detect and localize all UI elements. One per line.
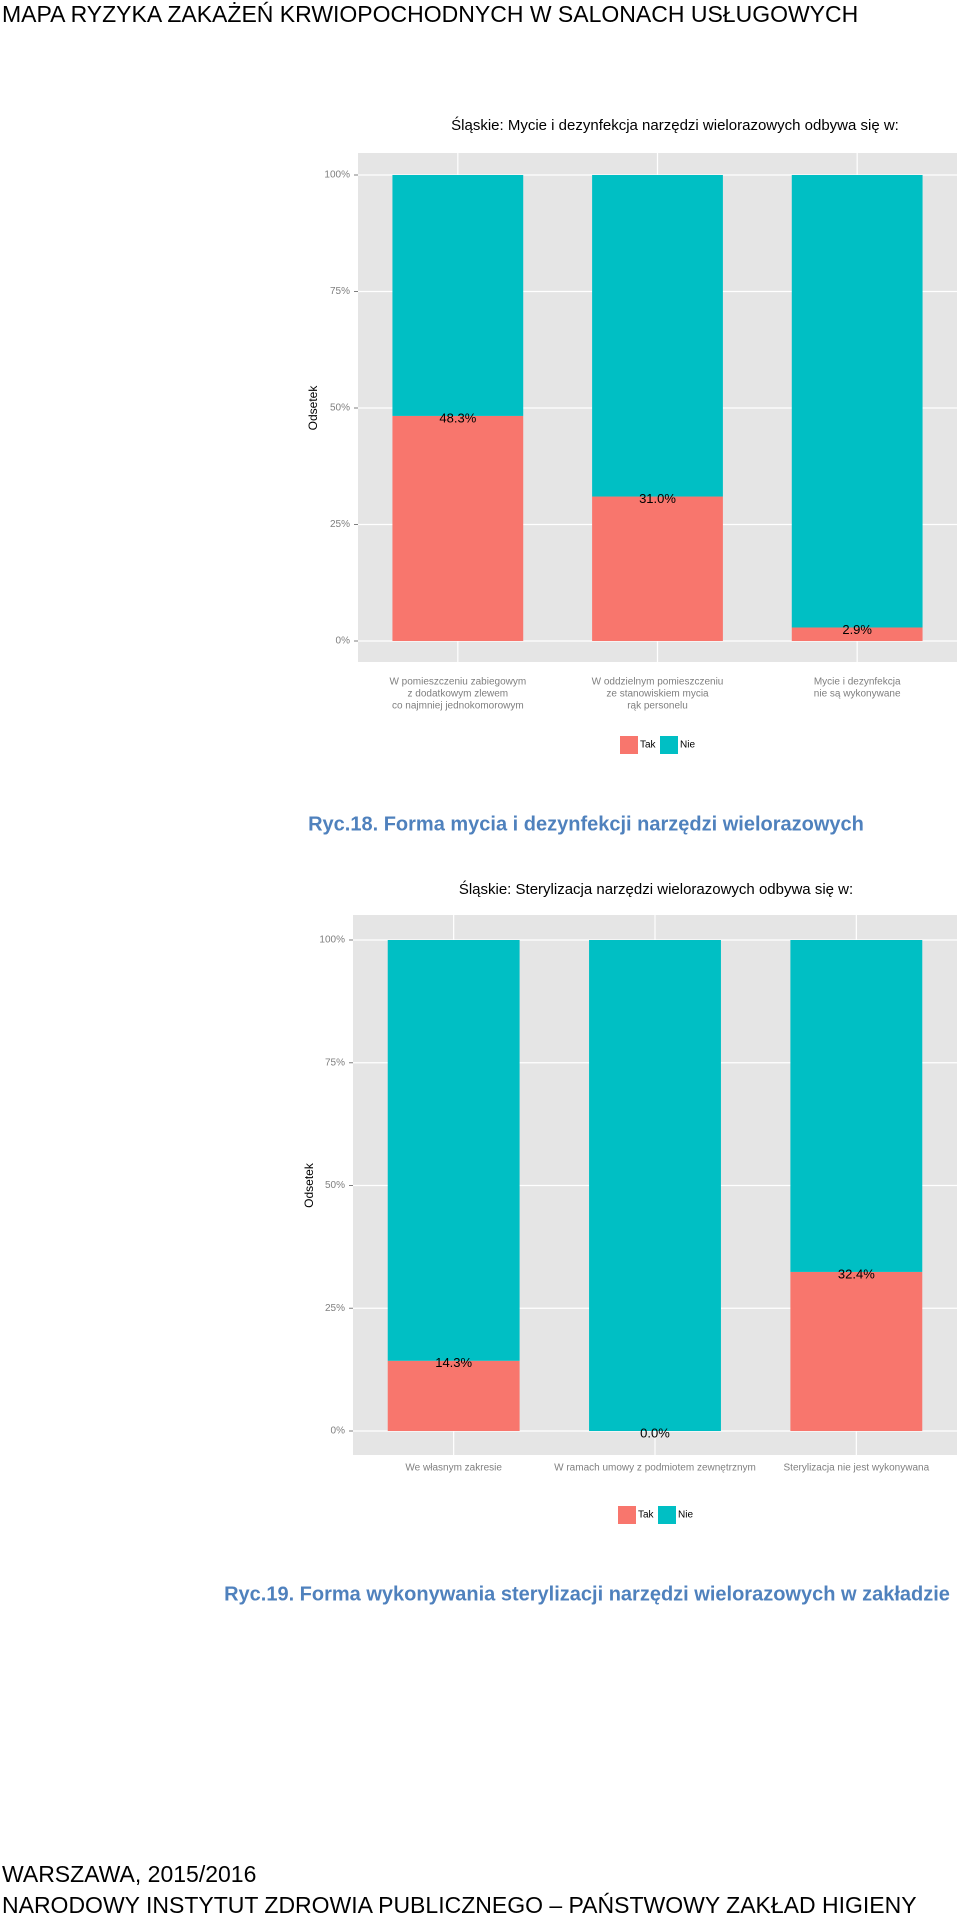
value-label: 0.0% xyxy=(640,1425,670,1440)
legend-key xyxy=(658,1506,676,1524)
chart-title: Śląskie: Sterylizacja narzędzi wielorazo… xyxy=(459,880,853,898)
chart-title: Śląskie: Mycie i dezynfekcja narzędzi wi… xyxy=(451,116,899,134)
value-label: 14.3% xyxy=(435,1355,472,1370)
x-tick-label: W oddzielnym pomieszczeniu xyxy=(592,677,724,688)
header-title: MAPA RYZYKA ZAKAŻEŃ KRWIOPOCHODNYCH W SA… xyxy=(2,1,858,27)
y-tick-label: 75% xyxy=(325,1057,345,1068)
x-tick-label: nie są wykonywane xyxy=(814,689,901,700)
x-tick-label: We własnym zakresie xyxy=(405,1463,502,1474)
figure-caption: Ryc.19. Forma wykonywania sterylizacji n… xyxy=(224,1583,950,1605)
bar-segment xyxy=(790,940,923,1272)
x-tick-label: W pomieszczeniu zabiegowym xyxy=(389,677,526,688)
bar-segment xyxy=(791,175,923,628)
y-tick-label: 75% xyxy=(330,286,350,297)
y-tick-label: 100% xyxy=(319,935,345,946)
legend-key xyxy=(618,1506,636,1524)
y-axis-label: Odsetek xyxy=(302,1162,316,1208)
bar-segment xyxy=(387,940,520,1361)
value-label: 2.9% xyxy=(842,622,872,637)
legend-label: Nie xyxy=(678,1510,693,1521)
x-tick-label: z dodatkowym zlewem xyxy=(408,689,509,700)
bar-segment xyxy=(791,627,923,641)
bar-segment xyxy=(392,415,524,641)
y-tick-label: 25% xyxy=(325,1303,345,1314)
y-axis-label: Odsetek xyxy=(306,385,320,431)
value-label: 48.3% xyxy=(439,410,476,425)
value-label: 31.0% xyxy=(639,491,676,506)
x-tick-label: co najmniej jednokomorowym xyxy=(392,701,524,712)
footer-line: WARSZAWA, 2015/2016 xyxy=(2,1861,256,1887)
legend-key xyxy=(620,736,638,754)
legend-label: Tak xyxy=(640,740,657,751)
bar-segment xyxy=(592,496,723,641)
bar-segment xyxy=(387,1360,520,1431)
bar-segment xyxy=(392,175,524,416)
x-tick-label: Mycie i dezynfekcja xyxy=(814,677,901,688)
value-label: 32.4% xyxy=(838,1266,875,1281)
legend-label: Nie xyxy=(680,740,695,751)
bar-segment xyxy=(589,940,721,1431)
x-tick-label: Sterylizacja nie jest wykonywana xyxy=(784,1463,930,1474)
y-tick-label: 25% xyxy=(330,519,350,530)
footer-line: NARODOWY INSTYTUT ZDROWIA PUBLICZNEGO – … xyxy=(2,1892,917,1918)
legend-key xyxy=(660,736,678,754)
figure-caption: Ryc.18. Forma mycia i dezynfekcji narzęd… xyxy=(308,813,864,835)
bar-segment xyxy=(592,175,723,497)
y-tick-label: 0% xyxy=(331,1426,346,1437)
legend-label: Tak xyxy=(638,1510,655,1521)
x-tick-label: ze stanowiskiem mycia xyxy=(606,689,709,700)
y-tick-label: 50% xyxy=(325,1180,345,1191)
y-tick-label: 100% xyxy=(324,170,350,181)
x-tick-label: W ramach umowy z podmiotem zewnętrznym xyxy=(554,1463,756,1474)
y-tick-label: 50% xyxy=(330,403,350,414)
x-tick-label: rąk personelu xyxy=(627,701,688,712)
y-tick-label: 0% xyxy=(336,636,351,647)
bar-segment xyxy=(790,1271,923,1431)
